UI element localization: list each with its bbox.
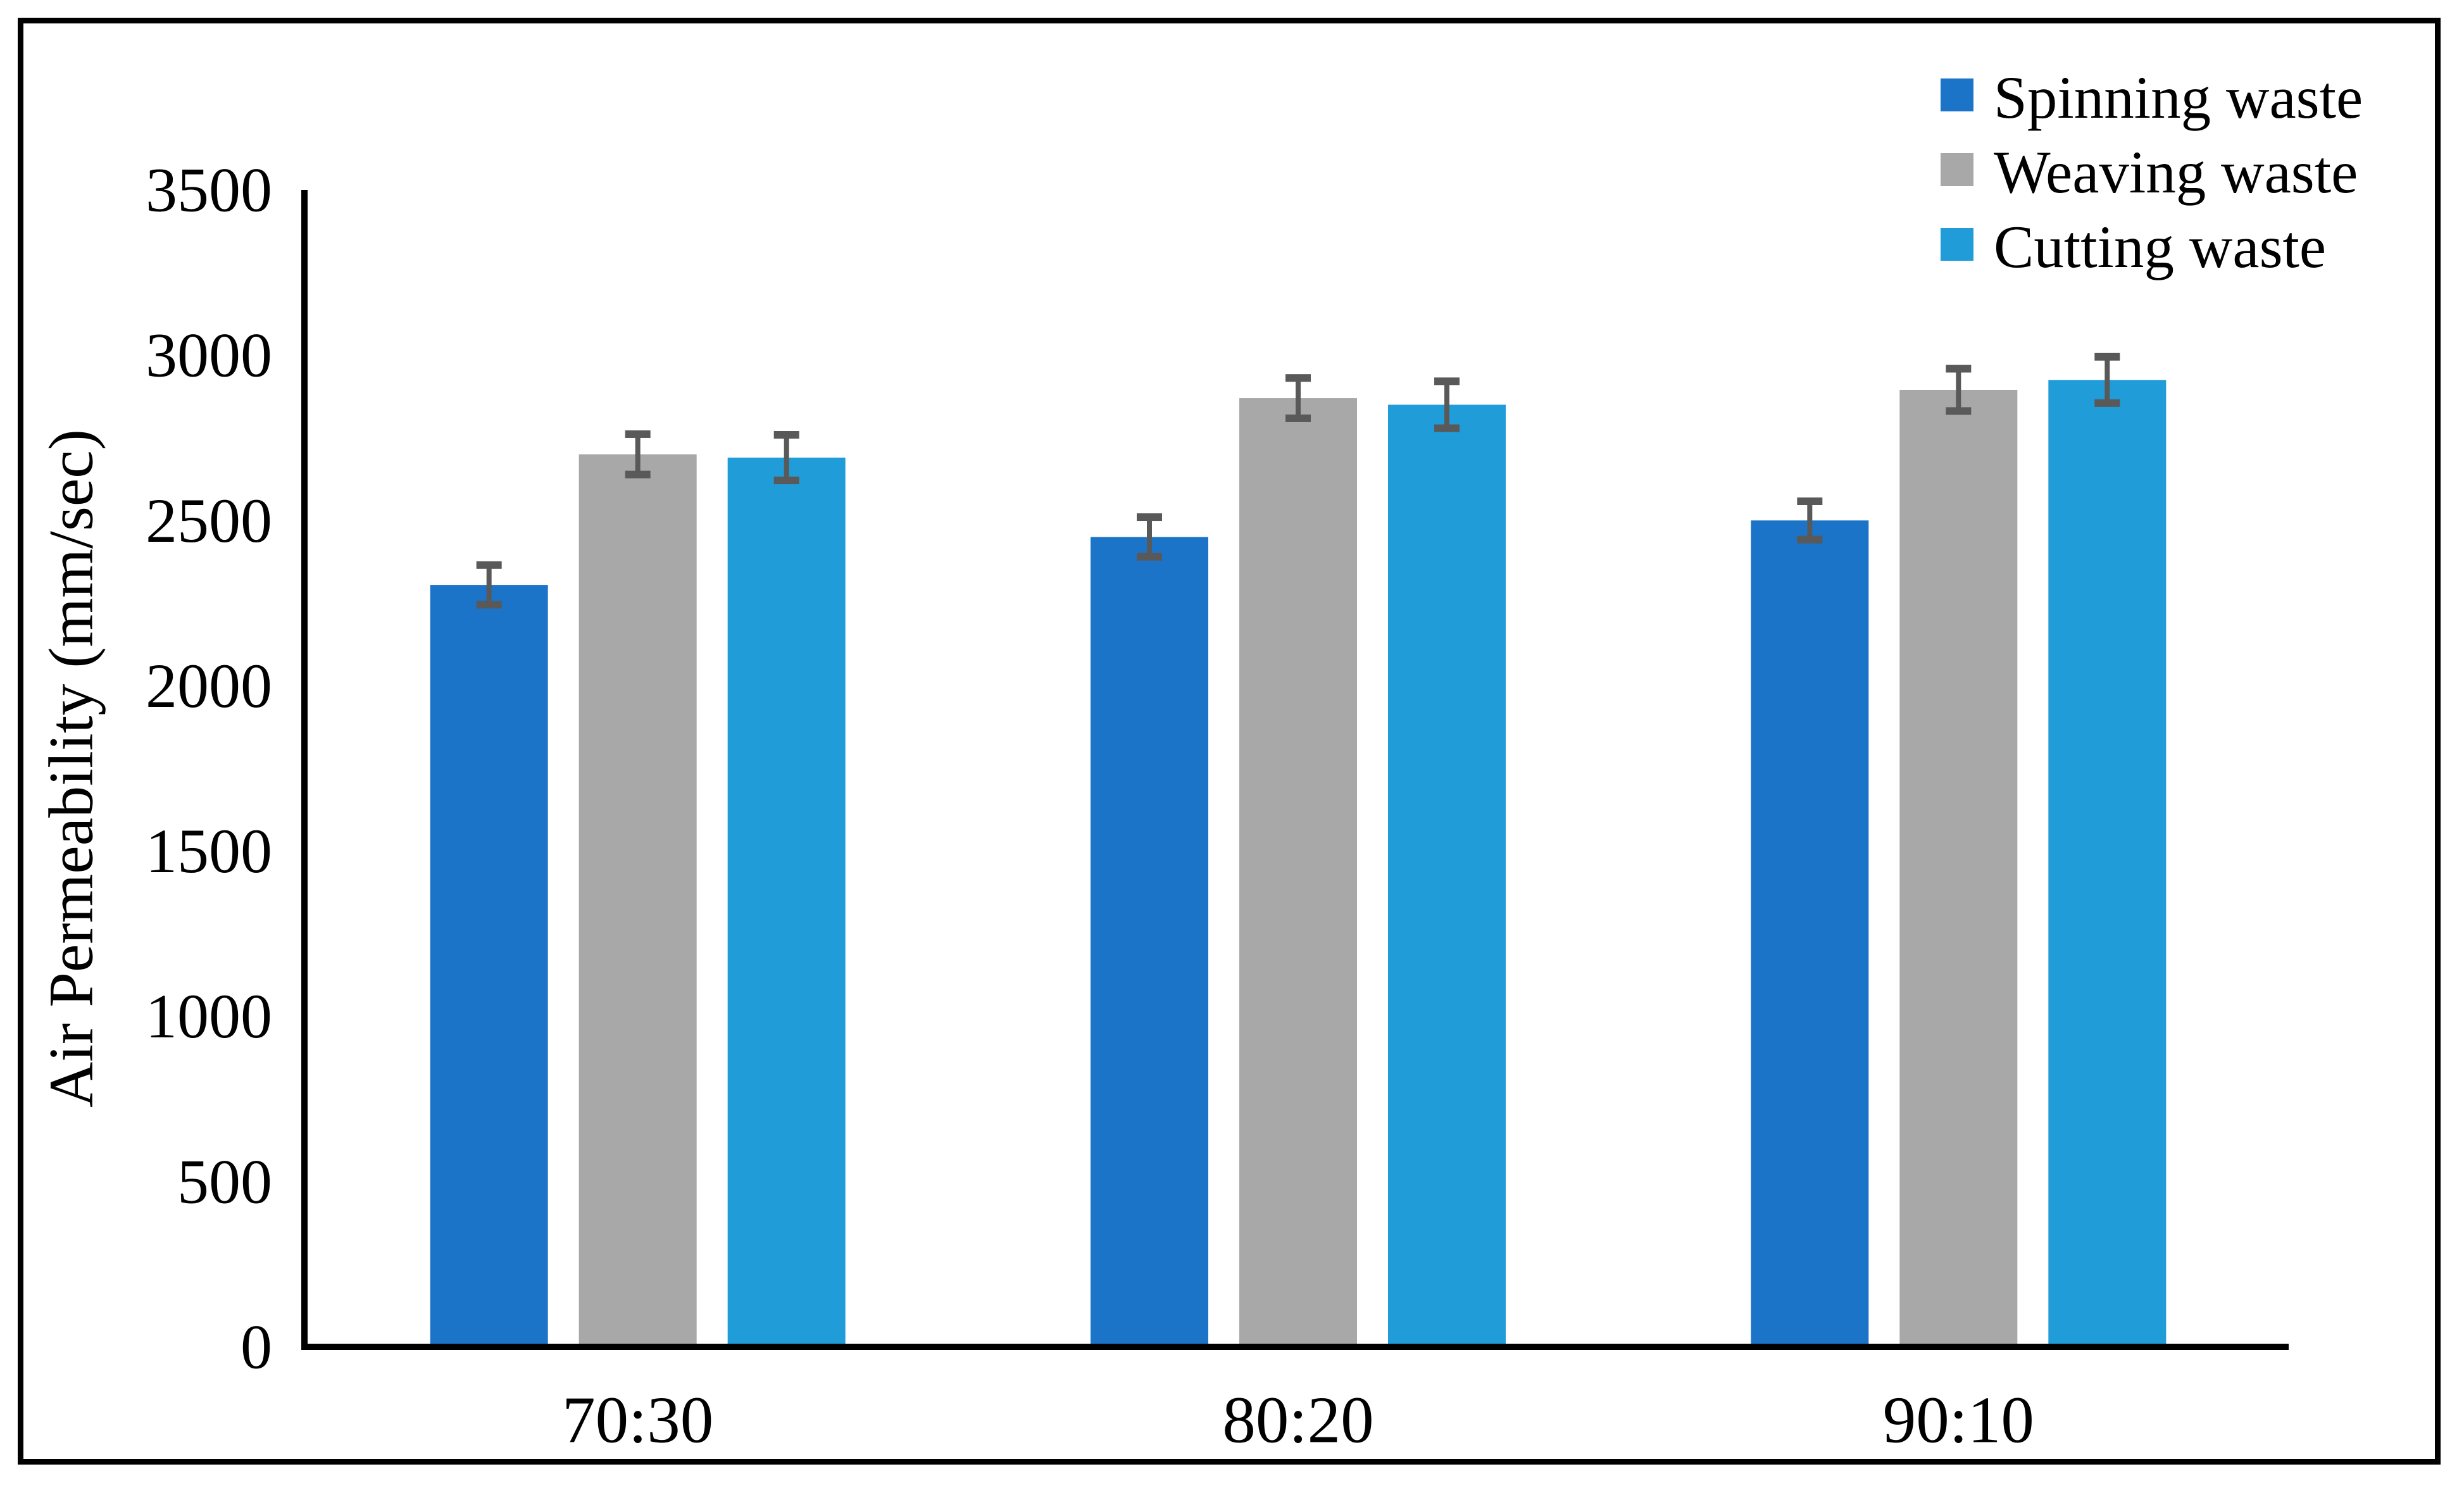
bar-weaving-waste-80-20 [1239, 398, 1357, 1350]
legend-item-spinning-waste: Spinning waste [1941, 64, 2363, 131]
legend-item-weaving-waste: Weaving waste [1941, 139, 2358, 206]
legend-label-spinning-waste: Spinning waste [1994, 64, 2363, 131]
x-tick-label-70-30: 70:30 [562, 1383, 713, 1457]
y-tick-label: 1000 [146, 981, 272, 1051]
legend-item-cutting-waste: Cutting waste [1941, 213, 2326, 280]
y-tick-label: 2000 [146, 651, 272, 721]
axes [301, 190, 2289, 1350]
x-axis-line [301, 1344, 2289, 1350]
error-bar-cutting-waste-80-20 [1434, 377, 1460, 432]
error-bar-cutting-waste-70-30 [773, 431, 799, 485]
legend-swatch-cutting-waste [1941, 228, 1973, 261]
error-bar-spinning-waste-70-30 [476, 561, 502, 609]
y-axis-title: Air Permeability (mm/sec) [36, 429, 106, 1108]
bar-groups [430, 380, 2167, 1351]
y-axis-tick-labels: 0 500 1000 1500 2000 2500 3000 3500 [146, 155, 272, 1382]
y-tick-label: 3500 [146, 155, 272, 225]
y-tick-label: 500 [177, 1146, 272, 1216]
error-bar-weaving-waste-80-20 [1285, 374, 1311, 422]
legend-label-cutting-waste: Cutting waste [1994, 213, 2326, 280]
error-bar-weaving-waste-70-30 [625, 430, 651, 478]
bar-spinning-waste-80-20 [1091, 537, 1208, 1350]
error-bar-spinning-waste-90-10 [1797, 497, 1823, 544]
x-tick-label-80-20: 80:20 [1222, 1383, 1373, 1457]
y-axis-line [301, 190, 308, 1350]
chart-border [18, 18, 2441, 1465]
legend-swatch-spinning-waste [1941, 78, 1973, 111]
y-tick-label: 2500 [146, 485, 272, 556]
error-bar-weaving-waste-90-10 [1946, 365, 1972, 415]
error-bars [476, 353, 2120, 609]
y-tick-label: 1500 [146, 816, 272, 886]
bar-cutting-waste-90-10 [2048, 380, 2167, 1351]
x-axis-tick-labels: 70:30 80:20 90:10 [562, 1383, 2034, 1457]
x-tick-label-90-10: 90:10 [1883, 1383, 2034, 1457]
legend: Spinning waste Weaving waste Cutting waste [1941, 64, 2363, 280]
bar-weaving-waste-90-10 [1899, 389, 2018, 1350]
y-tick-label: 3000 [146, 320, 272, 391]
bar-weaving-waste-70-30 [578, 454, 697, 1350]
legend-label-weaving-waste: Weaving waste [1994, 139, 2358, 206]
error-bar-cutting-waste-90-10 [2094, 353, 2120, 407]
bar-spinning-waste-70-30 [430, 585, 548, 1351]
legend-swatch-weaving-waste [1941, 153, 1973, 186]
error-bar-spinning-waste-80-20 [1137, 513, 1162, 561]
bar-spinning-waste-90-10 [1751, 520, 1869, 1351]
y-tick-label: 0 [241, 1312, 272, 1382]
bar-cutting-waste-80-20 [1388, 404, 1506, 1350]
bar-cutting-waste-70-30 [727, 458, 846, 1350]
